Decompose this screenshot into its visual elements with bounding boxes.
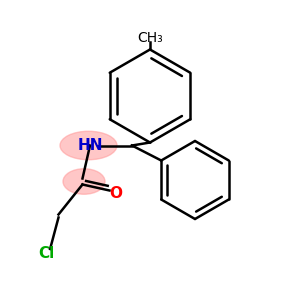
- Text: HN: HN: [77, 138, 103, 153]
- Text: Cl: Cl: [38, 246, 55, 261]
- Ellipse shape: [60, 131, 117, 160]
- Text: O: O: [109, 186, 122, 201]
- Ellipse shape: [63, 169, 105, 194]
- Text: CH₃: CH₃: [137, 31, 163, 44]
